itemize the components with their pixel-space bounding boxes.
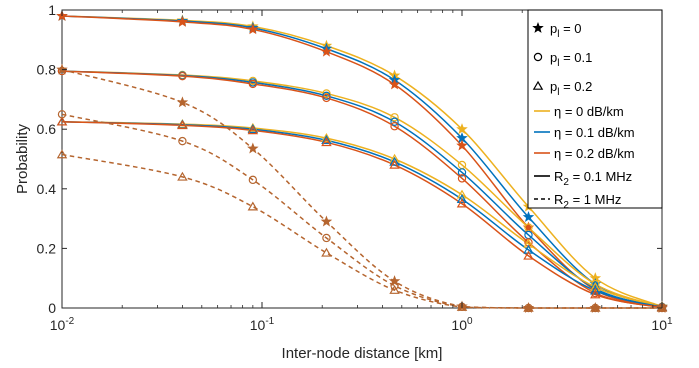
marker-layer xyxy=(56,9,668,313)
legend: pl = 0 pl = 0.1 pl = 0.2 η = 0 dB/km η = 0.1… xyxy=(527,9,663,211)
data-point-solid-pl0.2-eta0.1-2 xyxy=(247,124,259,133)
data-point-dashed-pl0.1-eta0.2-1 xyxy=(178,136,187,146)
data-point-dashed-pl0.2-eta0.2-2 xyxy=(247,201,259,211)
y-tick-label-1: 0.2 xyxy=(37,240,57,256)
data-point-solid-pl0.2-eta0-4 xyxy=(389,153,400,163)
data-point-dashed-pl0.2-eta0.2-3 xyxy=(321,247,332,257)
series-line-dashed-pl0.2-eta0.2 xyxy=(61,153,662,309)
x-tick-label-2: 100 xyxy=(451,316,473,333)
data-point-solid-pl0-eta0.2-1 xyxy=(176,15,189,27)
data-point-solid-pl0.1-eta0.2-1 xyxy=(178,71,187,81)
data-point-solid-pl0.2-eta0-5 xyxy=(456,189,468,199)
axis-layer: 0 0.2 0.4 0.6 0.8 1 10-2 10-1 100 101 xyxy=(37,2,673,333)
data-point-solid-pl0.2-eta0.2-6 xyxy=(523,250,534,260)
data-point-solid-pl0.1-eta0.2-4 xyxy=(390,122,399,131)
data-point-dashed-pl0.2-eta0.2-4 xyxy=(389,284,400,294)
data-point-solid-pl0.1-eta0.1-5 xyxy=(457,168,467,177)
x-tick-label-3: 101 xyxy=(651,316,673,333)
data-point-solid-pl0.2-eta0.2-7 xyxy=(590,289,601,299)
data-point-solid-pl0.1-eta0-3 xyxy=(322,89,331,98)
data-point-dashed-pl0.2-eta0.2-5 xyxy=(456,301,468,311)
data-point-solid-pl0-eta0.1-6 xyxy=(522,211,535,223)
legend-box xyxy=(527,9,663,209)
legend-label-3: η = 0 dB/km xyxy=(554,104,624,119)
data-point-solid-pl0.2-eta0.2-5 xyxy=(456,198,468,208)
data-point-solid-pl0.2-eta0.1-3 xyxy=(321,135,332,145)
y-tick-label-0: 0 xyxy=(48,300,56,316)
data-point-solid-pl0.2-eta0.2-1 xyxy=(177,120,188,130)
data-point-dashed-pl0-eta0.2-1 xyxy=(176,96,189,108)
data-point-solid-pl0.2-eta0.2-3 xyxy=(321,137,332,147)
data-point-solid-pl0.2-eta0.1-6 xyxy=(523,244,534,254)
y-axis-label: Probability xyxy=(14,123,31,194)
data-point-solid-pl0-eta0.2-5 xyxy=(456,139,468,151)
data-point-solid-pl0.1-eta0-4 xyxy=(390,113,399,122)
data-point-solid-pl0.2-eta0.1-4 xyxy=(389,156,400,166)
data-point-solid-pl0.2-eta0.1-7 xyxy=(590,285,601,295)
y-tick-label-3: 0.6 xyxy=(37,121,57,137)
data-point-solid-pl0.2-eta0.2-0 xyxy=(56,116,68,126)
data-point-dashed-pl0-eta0.2-4 xyxy=(388,275,401,287)
data-point-solid-pl0.2-eta0.2-4 xyxy=(389,159,400,169)
data-point-solid-pl0-eta0.2-2 xyxy=(247,23,259,35)
data-point-solid-pl0-eta0-5 xyxy=(456,123,468,135)
x-tick-label-1: 10-1 xyxy=(250,316,275,333)
legend-label-5: η = 0.2 dB/km xyxy=(554,146,635,161)
data-point-solid-pl0-eta0.2-3 xyxy=(320,45,333,57)
series-line-dashed-pl0.1-eta0.2 xyxy=(61,113,662,309)
data-point-solid-pl0.1-eta0.2-2 xyxy=(248,79,258,89)
data-point-solid-pl0.2-eta0.1-5 xyxy=(456,194,468,204)
data-point-solid-pl0.2-eta0-2 xyxy=(247,122,259,132)
data-point-dashed-pl0-eta0.2-2 xyxy=(247,142,259,154)
data-point-solid-pl0-eta0.2-4 xyxy=(388,78,401,90)
data-point-solid-pl0.2-eta0.2-2 xyxy=(247,125,259,135)
data-point-dashed-pl0.2-eta0.2-7 xyxy=(590,302,601,312)
x-tick-label-0: 10-2 xyxy=(50,316,75,333)
data-point-dashed-pl0.2-eta0.2-6 xyxy=(523,302,534,312)
legend-label-0: pl = 0 xyxy=(550,21,582,40)
legend-label-6: R2 = 0.1 MHz xyxy=(554,169,632,188)
series-line-solid-pl0.1-eta0.1 xyxy=(61,70,663,308)
data-point-dashed-pl0.1-eta0.2-0 xyxy=(57,110,67,119)
legend-circle-marker xyxy=(533,52,543,62)
data-point-dashed-pl0-eta0.2-3 xyxy=(320,215,333,227)
legend-star-marker xyxy=(532,21,544,33)
legend-label-7: R2 = 1 MHz xyxy=(554,192,621,211)
data-point-solid-pl0.1-eta0.2-5 xyxy=(457,174,467,183)
legend-triangle-marker xyxy=(532,80,544,90)
x-axis-label: Inter-node distance [km] xyxy=(282,345,443,362)
y-tick-label-4: 0.8 xyxy=(37,62,57,78)
data-point-solid-pl0.1-eta0.2-3 xyxy=(322,93,331,103)
data-point-dashed-pl0.1-eta0.2-4 xyxy=(390,281,399,290)
legend-label-1: pl = 0.1 xyxy=(550,50,592,69)
legend-label-4: η = 0.1 dB/km xyxy=(554,125,635,140)
data-point-solid-pl0.1-eta0.1-4 xyxy=(390,117,399,126)
legend-label-2: pl = 0.2 xyxy=(550,79,592,98)
data-point-dashed-pl0.1-eta0.2-2 xyxy=(248,175,258,185)
y-tick-label-2: 0.4 xyxy=(37,181,57,197)
data-point-solid-pl0.2-eta0-3 xyxy=(321,132,332,142)
data-point-dashed-pl0.1-eta0.2-3 xyxy=(322,233,331,243)
y-tick-label-5: 1 xyxy=(48,2,56,18)
data-point-solid-pl0.2-eta0-6 xyxy=(523,238,534,248)
series-line-solid-pl0.1-eta0 xyxy=(61,70,663,308)
data-point-dashed-pl0.2-eta0.2-0 xyxy=(56,149,68,159)
data-point-dashed-pl0.2-eta0.2-1 xyxy=(177,171,188,181)
